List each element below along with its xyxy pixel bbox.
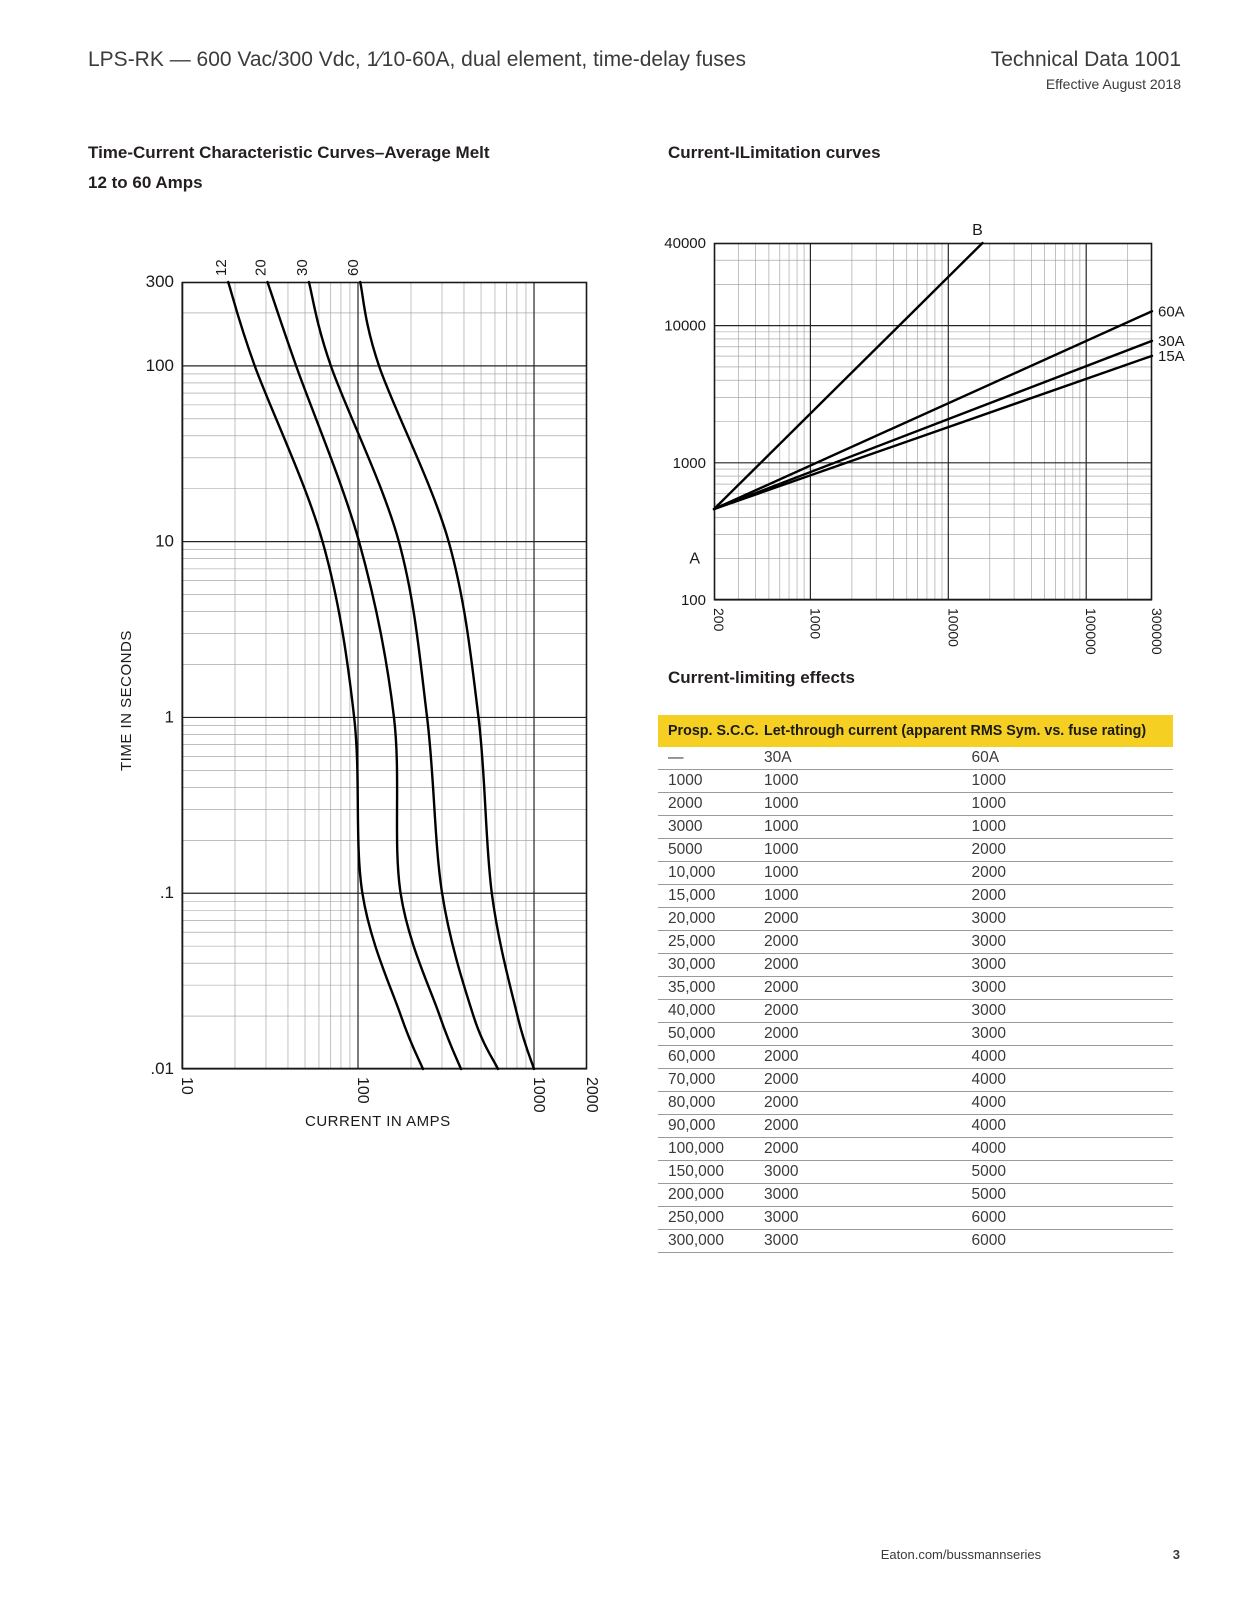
svg-text:300000: 300000 bbox=[1149, 608, 1165, 655]
svg-text:100: 100 bbox=[681, 592, 706, 609]
svg-text:100: 100 bbox=[354, 1077, 371, 1104]
svg-text:60: 60 bbox=[345, 259, 362, 276]
svg-text:200: 200 bbox=[711, 608, 727, 632]
svg-text:1000: 1000 bbox=[673, 455, 706, 472]
svg-text:1000: 1000 bbox=[530, 1077, 547, 1113]
svg-text:20: 20 bbox=[252, 259, 269, 276]
svg-text:10: 10 bbox=[155, 532, 174, 551]
svg-text:60A: 60A bbox=[1158, 303, 1185, 320]
svg-text:B: B bbox=[972, 222, 983, 239]
svg-text:.1: .1 bbox=[160, 883, 174, 902]
svg-text:15A: 15A bbox=[1158, 348, 1185, 365]
svg-text:10000: 10000 bbox=[664, 318, 706, 335]
svg-text:100000: 100000 bbox=[1083, 608, 1099, 655]
svg-text:10000: 10000 bbox=[945, 608, 961, 647]
svg-text:2000: 2000 bbox=[583, 1077, 600, 1113]
svg-text:A: A bbox=[689, 551, 700, 568]
svg-text:30: 30 bbox=[294, 259, 311, 276]
svg-text:100: 100 bbox=[146, 356, 174, 375]
svg-text:1000: 1000 bbox=[807, 608, 823, 639]
svg-text:1: 1 bbox=[165, 707, 174, 726]
svg-text:40000: 40000 bbox=[664, 235, 706, 252]
svg-text:10: 10 bbox=[178, 1077, 195, 1095]
svg-text:.01: .01 bbox=[150, 1059, 174, 1078]
svg-text:300: 300 bbox=[146, 272, 174, 291]
svg-text:12: 12 bbox=[213, 259, 230, 276]
